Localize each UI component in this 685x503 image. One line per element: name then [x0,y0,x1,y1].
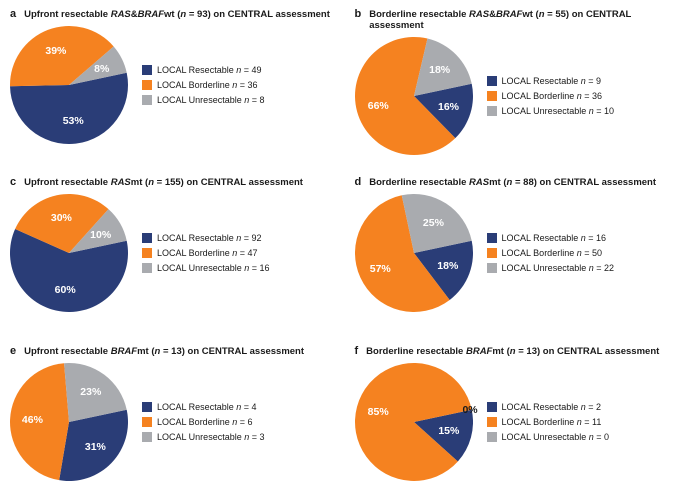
legend: LOCAL Resectable n = 16 LOCAL Borderline … [487,233,615,273]
pie-chart: 53%39%8% [10,26,128,144]
panel-letter: a [10,8,16,20]
legend-item-resectable: LOCAL Resectable n = 16 [487,233,615,243]
panel-f: f Borderline resectable BRAFmt (n = 13) o… [355,345,676,495]
legend-label: LOCAL Borderline n = 47 [157,248,258,258]
panel-body: 15%85%0% LOCAL Resectable n = 2 LOCAL Bord… [355,363,676,481]
panel-title-text: Borderline resectable RASmt (n = 88) on … [369,177,656,188]
legend-label: LOCAL Unresectable n = 8 [157,95,265,105]
panel-b: b Borderline resectable RAS&BRAFwt (n = 5… [355,8,676,158]
legend-label: LOCAL Resectable n = 92 [157,233,262,243]
legend: LOCAL Resectable n = 4 LOCAL Borderline n… [142,402,265,442]
panel-letter: d [355,176,362,188]
legend-item-unresectable: LOCAL Unresectable n = 16 [142,263,270,273]
panel-body: 31%46%23% LOCAL Resectable n = 4 LOCAL Bor… [10,363,331,481]
pie-chart: 16%66%18% [355,37,473,155]
legend-item-borderline: LOCAL Borderline n = 6 [142,417,265,427]
panel-body: 16%66%18% LOCAL Resectable n = 9 LOCAL Bor… [355,37,676,155]
panel-c: c Upfront resectable RASmt (n = 155) on C… [10,176,331,326]
pie-chart: 60%30%10% [10,194,128,312]
panel-title: b Borderline resectable RAS&BRAFwt (n = 5… [355,8,676,31]
legend-swatch [487,417,497,427]
panel-title-text: Borderline resectable BRAFmt (n = 13) on… [366,346,659,357]
legend-label: LOCAL Unresectable n = 22 [502,263,615,273]
panel-body: 60%30%10% LOCAL Resectable n = 92 LOCAL Bo… [10,194,331,312]
panel-letter: f [355,345,359,357]
panel-title: d Borderline resectable RASmt (n = 88) on… [355,176,676,188]
panel-title-text: Borderline resectable RAS&BRAFwt (n = 55… [369,9,675,31]
panel-d: d Borderline resectable RASmt (n = 88) on… [355,176,676,326]
panel-a: a Upfront resectable RAS&BRAFwt (n = 93) … [10,8,331,158]
panel-title-text: Upfront resectable RAS&BRAFwt (n = 93) o… [24,9,330,20]
panel-letter: b [355,8,362,20]
legend-swatch [487,248,497,258]
legend: LOCAL Resectable n = 2 LOCAL Borderline n… [487,402,610,442]
legend-swatch [487,106,497,116]
legend-swatch [487,263,497,273]
pie-chart: 18%57%25% [355,194,473,312]
legend-item-resectable: LOCAL Resectable n = 4 [142,402,265,412]
legend-label: LOCAL Unresectable n = 10 [502,106,615,116]
panel-title: e Upfront resectable BRAFmt (n = 13) on C… [10,345,331,357]
pie-slice-borderline [10,363,69,480]
legend-label: LOCAL Unresectable n = 16 [157,263,270,273]
legend: LOCAL Resectable n = 49 LOCAL Borderline … [142,65,265,105]
legend-item-borderline: LOCAL Borderline n = 50 [487,248,615,258]
legend-swatch [142,248,152,258]
legend-item-unresectable: LOCAL Unresectable n = 0 [487,432,610,442]
legend: LOCAL Resectable n = 92 LOCAL Borderline … [142,233,270,273]
pie-chart: 31%46%23% [10,363,128,481]
legend-swatch [487,76,497,86]
legend-item-unresectable: LOCAL Unresectable n = 22 [487,263,615,273]
legend-label: LOCAL Borderline n = 6 [157,417,253,427]
legend-item-resectable: LOCAL Resectable n = 2 [487,402,610,412]
legend-label: LOCAL Resectable n = 2 [502,402,602,412]
panel-title-text: Upfront resectable RASmt (n = 155) on CE… [24,177,303,188]
legend-item-resectable: LOCAL Resectable n = 9 [487,76,615,86]
panel-title: f Borderline resectable BRAFmt (n = 13) o… [355,345,676,357]
legend-item-resectable: LOCAL Resectable n = 49 [142,65,265,75]
panel-title: c Upfront resectable RASmt (n = 155) on C… [10,176,331,188]
legend-swatch [487,432,497,442]
panel-body: 53%39%8% LOCAL Resectable n = 49 LOCAL Bor… [10,26,331,144]
legend-swatch [142,80,152,90]
legend-label: LOCAL Borderline n = 36 [157,80,258,90]
panel-title-text: Upfront resectable BRAFmt (n = 13) on CE… [24,346,304,357]
legend-item-borderline: LOCAL Borderline n = 36 [142,80,265,90]
legend-swatch [142,417,152,427]
legend-label: LOCAL Unresectable n = 0 [502,432,610,442]
legend-label: LOCAL Borderline n = 50 [502,248,603,258]
legend-label: LOCAL Borderline n = 36 [502,91,603,101]
legend-swatch [142,402,152,412]
pie-chart: 15%85%0% [355,363,473,481]
legend-label: LOCAL Resectable n = 16 [502,233,607,243]
legend-item-resectable: LOCAL Resectable n = 92 [142,233,270,243]
legend-swatch [487,402,497,412]
legend-swatch [142,233,152,243]
legend-item-unresectable: LOCAL Unresectable n = 3 [142,432,265,442]
legend-label: LOCAL Borderline n = 11 [502,417,602,427]
legend-swatch [487,91,497,101]
panel-letter: c [10,176,16,188]
panel-body: 18%57%25% LOCAL Resectable n = 16 LOCAL Bo… [355,194,676,312]
legend: LOCAL Resectable n = 9 LOCAL Borderline n… [487,76,615,116]
panel-letter: e [10,345,16,357]
legend-label: LOCAL Resectable n = 4 [157,402,257,412]
legend-swatch [142,263,152,273]
legend-item-borderline: LOCAL Borderline n = 36 [487,91,615,101]
legend-item-borderline: LOCAL Borderline n = 47 [142,248,270,258]
legend-swatch [487,233,497,243]
legend-swatch [142,432,152,442]
legend-label: LOCAL Resectable n = 9 [502,76,602,86]
legend-swatch [142,95,152,105]
legend-item-unresectable: LOCAL Unresectable n = 8 [142,95,265,105]
legend-swatch [142,65,152,75]
panel-title: a Upfront resectable RAS&BRAFwt (n = 93) … [10,8,331,20]
chart-grid: a Upfront resectable RAS&BRAFwt (n = 93) … [10,8,675,495]
legend-item-borderline: LOCAL Borderline n = 11 [487,417,610,427]
panel-e: e Upfront resectable BRAFmt (n = 13) on C… [10,345,331,495]
legend-label: LOCAL Unresectable n = 3 [157,432,265,442]
legend-label: LOCAL Resectable n = 49 [157,65,262,75]
legend-item-unresectable: LOCAL Unresectable n = 10 [487,106,615,116]
